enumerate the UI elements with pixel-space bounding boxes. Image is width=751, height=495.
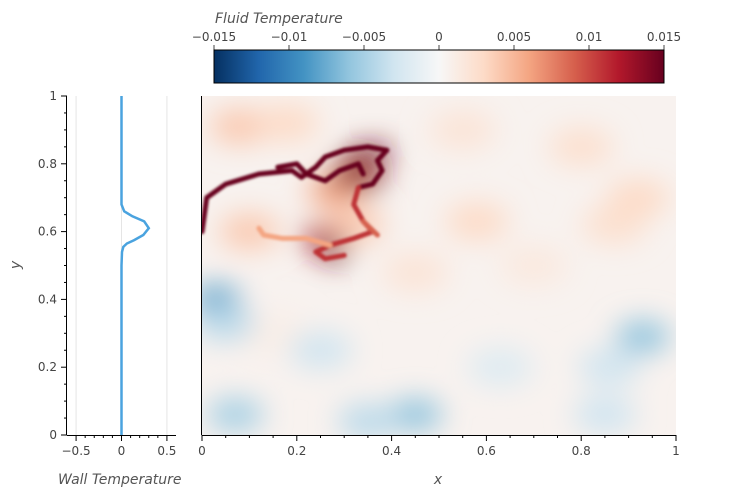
- temperature-feature: [429, 110, 496, 150]
- x-tick-label: 1: [672, 444, 680, 458]
- colorbar-tick-label: 0.005: [497, 30, 531, 44]
- temperature-feature: [209, 108, 271, 145]
- colorbar-tick-label: −0.01: [271, 30, 308, 44]
- temperature-feature: [337, 403, 399, 435]
- temperature-feature: [238, 313, 308, 354]
- colorbar-tick-label: −0.005: [342, 30, 386, 44]
- colorbar-tick-label: 0: [435, 30, 443, 44]
- plume-filament: [202, 144, 390, 235]
- temperature-feature: [573, 396, 637, 434]
- plume-filament: [313, 185, 376, 262]
- colorbar-tick-label: 0.015: [647, 30, 681, 44]
- x-tick-label: 0.4: [382, 444, 401, 458]
- temperature-feature: [548, 127, 614, 166]
- y-tick-label: 0: [49, 428, 57, 442]
- temperature-feature: [255, 104, 319, 142]
- temperature-feature: [582, 205, 647, 244]
- line-plot-xlabel: Wall Temperature: [58, 472, 182, 488]
- colorbar-gradient: [213, 49, 665, 84]
- temperature-feature: [288, 331, 353, 369]
- temperature-feature: [382, 252, 449, 292]
- y-tick-label: 0.4: [38, 292, 57, 306]
- wall-temperature-plot[interactable]: 0 0.2 0.4 0.6 0.8 1 −0.5 0 0.5 Wall Temperature…: [8, 89, 182, 488]
- colorbar-tick-label: −0.015: [192, 30, 236, 44]
- heatmap-x-axis: 0 0.2 0.4 0.6 0.8 1: [198, 435, 680, 458]
- y-tick-label: 0.2: [38, 360, 57, 374]
- temperature-feature: [467, 347, 534, 387]
- heatmap-xlabel: x: [433, 472, 443, 488]
- x-tick-label: −0.5: [62, 444, 91, 458]
- colorbar-ticks: −0.015 −0.01 −0.005 0 0.005 0.01 0.015: [192, 30, 681, 50]
- x-tick-label: 0.8: [572, 444, 591, 458]
- x-tick-label: 0: [118, 444, 126, 458]
- wall-temperature-line: [120, 96, 151, 435]
- temperature-feature: [388, 398, 443, 431]
- y-tick-label: 1: [49, 89, 57, 103]
- temperature-feature: [445, 202, 509, 241]
- x-tick-label: 0: [198, 444, 206, 458]
- line-plot-ylabel: y: [8, 260, 24, 270]
- x-tick-label: 0.6: [477, 444, 496, 458]
- plume-filament: [256, 225, 333, 248]
- x-tick-label: 0.2: [287, 444, 306, 458]
- temperature-feature: [206, 397, 264, 432]
- colorbar-title: Fluid Temperature: [215, 11, 343, 27]
- plume-filament: [360, 218, 380, 238]
- y-tick-label: 0.6: [38, 225, 57, 239]
- line-plot-x-axis: −0.5 0 0.5: [62, 435, 176, 458]
- temperature-feature: [219, 213, 280, 250]
- y-tick-label: 0.8: [38, 157, 57, 171]
- temperature-feature: [578, 348, 642, 386]
- line-plot-y-axis: 0 0.2 0.4 0.6 0.8 1: [38, 89, 67, 442]
- temperature-feature: [500, 245, 568, 286]
- colorbar-tick-label: 0.01: [576, 30, 603, 44]
- colorbar: Fluid Temperature −0.015 −0.01 −0.005 0 0.00…: [192, 11, 681, 84]
- plume-filament: [275, 161, 366, 184]
- x-tick-label: 0.5: [157, 444, 176, 458]
- temperature-feature: [615, 320, 671, 353]
- fluid-temperature-heatmap[interactable]: 0 0.2 0.4 0.6 0.8 1 x: [192, 96, 680, 488]
- heatmap-plumes: [202, 144, 390, 262]
- temperature-feature: [202, 305, 256, 341]
